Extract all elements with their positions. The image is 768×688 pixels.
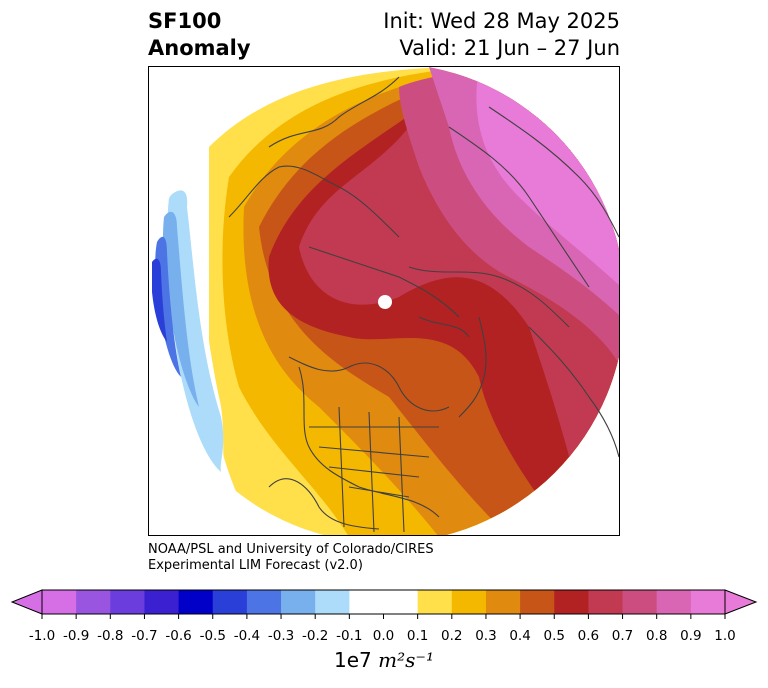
colorbar-segment	[554, 590, 589, 614]
colorbar-tick-label: -0.2	[302, 628, 329, 644]
colorbar-segment	[76, 590, 111, 614]
colorbar-segment	[485, 590, 521, 614]
colorbar-tick-label: 0.3	[475, 628, 497, 644]
init-date: Init: Wed 28 May 2025	[383, 9, 620, 33]
map-frame	[148, 66, 620, 536]
field-type: Anomaly	[148, 36, 251, 60]
colorbar-segment	[451, 590, 487, 614]
colorbar-tick-label: -0.4	[233, 628, 261, 644]
colorbar-tick-label: -0.1	[336, 628, 363, 644]
colorbar-segment	[588, 590, 624, 614]
colorbar-segment	[42, 590, 77, 614]
units-math: m²s⁻¹	[378, 648, 434, 672]
colorbar-segment	[520, 590, 555, 614]
colorbar-tick-label: 0.6	[577, 628, 600, 644]
north-pole-marker	[378, 295, 392, 309]
colorbar-tick-label: 0.2	[441, 628, 463, 644]
colorbar	[10, 589, 758, 619]
colorbar-tick-label: -0.8	[97, 628, 124, 644]
colorbar-segment	[281, 590, 316, 614]
credit-line-1: NOAA/PSL and University of Colorado/CIRE…	[148, 542, 434, 557]
colorbar-segment	[144, 590, 180, 614]
colorbar-units: 1e7 m²s⁻¹	[0, 648, 768, 672]
colorbar-tick-label: -0.3	[267, 628, 295, 644]
colorbar-segment	[246, 590, 282, 614]
colorbar-segment	[690, 590, 726, 614]
units-prefix: 1e7	[334, 648, 372, 672]
colorbar-segment	[622, 590, 658, 614]
credit-line-2: Experimental LIM Forecast (v2.0)	[148, 558, 363, 573]
colorbar-segment	[417, 590, 453, 614]
valid-range: Valid: 21 Jun – 27 Jun	[399, 36, 620, 60]
colorbar-tick-label: 0.0	[372, 628, 395, 644]
variable-name: SF100	[148, 9, 222, 33]
colorbar-tick-label: -0.7	[131, 628, 158, 644]
colorbar-segment	[110, 590, 145, 614]
colorbar-tick-label: 1.0	[714, 628, 736, 644]
colorbar-tick-label: 0.7	[611, 628, 634, 644]
colorbar-tick-label: -0.9	[62, 628, 90, 644]
credit-block: NOAA/PSL and University of Colorado/CIRE…	[148, 542, 434, 574]
colorbar-tick-label: -0.5	[199, 628, 226, 644]
colorbar-segment	[656, 590, 692, 614]
colorbar-segment	[349, 590, 384, 614]
title-left: SF100 Anomaly	[148, 8, 251, 62]
colorbar-segment	[178, 590, 214, 614]
colorbar-tick-label: 0.9	[680, 628, 702, 644]
colorbar-tick-label: 0.5	[543, 628, 565, 644]
colorbar-tick-label: 0.1	[406, 628, 429, 644]
colorbar-segment	[315, 590, 350, 614]
colorbar-tick-label: -1.0	[28, 628, 56, 644]
colorbar-extend-low	[10, 589, 43, 615]
coastlines	[228, 76, 619, 533]
colorbar-tick-label: 0.4	[509, 628, 531, 644]
colorbar-tick-label: 0.8	[645, 628, 668, 644]
polar-map	[149, 67, 619, 535]
colorbar-tick-label: -0.6	[165, 628, 192, 644]
colorbar-segment	[212, 590, 248, 614]
colorbar-segment	[383, 590, 419, 614]
title-right: Init: Wed 28 May 2025 Valid: 21 Jun – 27…	[383, 8, 620, 62]
colorbar-extend-high	[724, 589, 758, 615]
